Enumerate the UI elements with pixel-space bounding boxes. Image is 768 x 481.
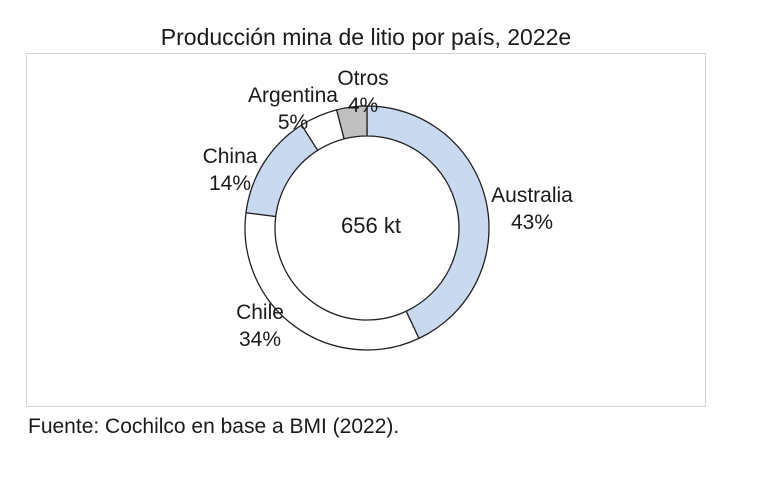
slice-value-australia: 43%	[510, 211, 554, 234]
donut-slice-otros	[336, 105, 368, 140]
slice-label-argentina: Argentina 5%	[230, 82, 356, 136]
slice-label-chile: Chile 34%	[210, 299, 310, 353]
slice-name-argentina: Argentina	[248, 84, 338, 107]
source-note: Fuente: Cochilco en base a BMI (2022).	[28, 415, 400, 438]
slice-name-otros: Otros	[337, 67, 389, 90]
slice-value-china: 14%	[208, 172, 252, 195]
chart-title: Producción mina de litio por país, 2022e	[160, 24, 572, 50]
slice-name-china: China	[202, 145, 258, 168]
slice-label-china: China 14%	[185, 143, 275, 197]
center-total-label: 656 kt	[341, 213, 401, 238]
slice-name-australia: Australia	[491, 184, 573, 207]
slice-value-argentina: 5%	[277, 111, 309, 134]
slice-value-otros: 4%	[347, 94, 379, 117]
slice-value-chile: 34%	[238, 328, 282, 351]
slice-label-australia: Australia 43%	[472, 182, 592, 236]
slice-label-otros: Otros 4%	[323, 65, 403, 119]
slice-name-chile: Chile	[236, 301, 284, 324]
